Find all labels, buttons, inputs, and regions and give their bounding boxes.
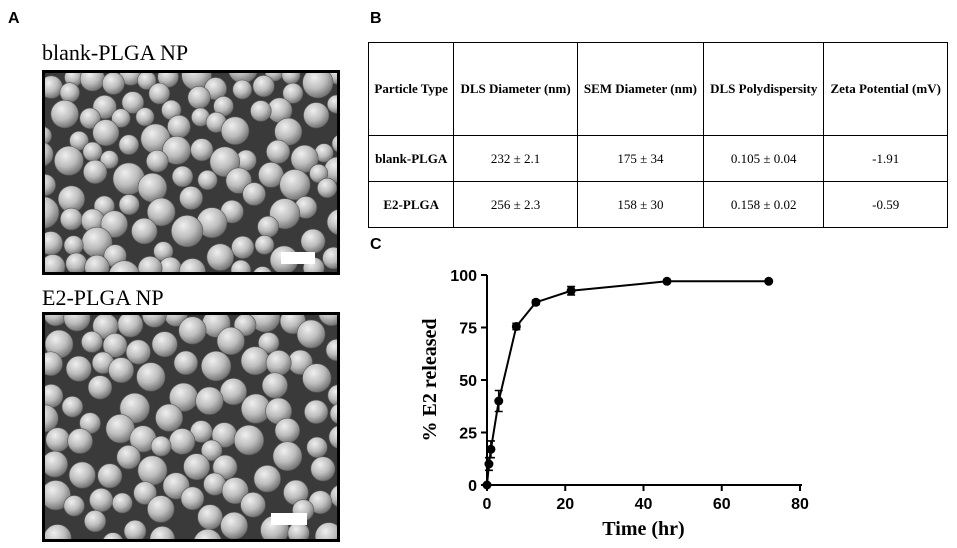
particle-properties-table: Particle Type DLS Diameter (nm) SEM Diam…: [367, 42, 948, 228]
chart-marks: [482, 276, 774, 490]
data-point: [482, 480, 492, 490]
e2-plga-image-label: E2-PLGA NP: [42, 285, 164, 310]
panel-letter-a: A: [8, 10, 20, 27]
table-cell: 0.105 ± 0.04: [703, 135, 825, 182]
table-header-row: Particle Type DLS Diameter (nm) SEM Diam…: [367, 42, 948, 136]
header-dls-polydispersity: DLS Polydispersity: [703, 42, 825, 136]
y-tick-label: 0: [468, 478, 477, 495]
x-tick-label: 80: [791, 496, 809, 513]
y-tick-label: 100: [450, 268, 477, 285]
blank-plga-sem-drawing: [45, 73, 337, 272]
header-sem-diameter: SEM Diameter (nm): [576, 42, 705, 136]
blank-plga-sem-image: [42, 70, 340, 275]
panel-letter-b: B: [370, 10, 382, 27]
x-tick-label: 40: [635, 496, 653, 513]
x-tick-label: 20: [556, 496, 574, 513]
blank-plga-image-label: blank-PLGA NP: [42, 40, 189, 65]
x-tick-label: 60: [713, 496, 731, 513]
header-particle-type: Particle Type: [367, 42, 455, 136]
data-point: [484, 459, 494, 469]
table-cell: -1.91: [823, 135, 948, 182]
e2-plga-sem-image: [42, 312, 340, 542]
table-cell: 175 ± 34: [576, 135, 705, 182]
e2-release-chart: 0 25 50 75 100 0 20 40 60 80 Time (hr) % E2 relea…: [419, 268, 809, 540]
data-point: [494, 396, 504, 406]
data-point: [531, 297, 541, 307]
y-tick-label: 75: [459, 321, 477, 338]
data-point: [764, 276, 774, 286]
data-point: [486, 444, 496, 454]
data-point: [511, 321, 521, 331]
y-axis-label: % E2 released: [419, 319, 441, 442]
table-cell: blank-PLGA: [367, 135, 455, 182]
table-cell: E2-PLGA: [367, 181, 455, 228]
e2-plga-sem-drawing: [45, 315, 337, 539]
scale-bar: [281, 252, 315, 264]
y-tick-label: 25: [459, 426, 477, 443]
panel-letter-c: C: [370, 236, 382, 253]
table-cell: 158 ± 30: [576, 181, 705, 228]
y-tick-label: 50: [459, 373, 477, 390]
table-cell: -0.59: [823, 181, 948, 228]
chart-axes: 0 25 50 75 100 0 20 40 60 80: [450, 268, 809, 513]
table-cell: 0.158 ± 0.02: [703, 181, 825, 228]
release-curve-line: [486, 280, 769, 486]
x-tick-label: 0: [483, 496, 492, 513]
table-row: E2-PLGA 256 ± 2.3 158 ± 30 0.158 ± 0.02 …: [367, 181, 948, 228]
scale-bar: [271, 513, 307, 525]
header-zeta-potential: Zeta Potential (mV): [823, 42, 948, 136]
header-dls-diameter: DLS Diameter (nm): [453, 42, 578, 136]
x-axis-label: Time (hr): [602, 518, 684, 540]
table-cell: 232 ± 2.1: [453, 135, 578, 182]
data-point: [566, 286, 576, 296]
data-point: [662, 276, 672, 286]
table-cell: 256 ± 2.3: [453, 181, 578, 228]
table-row: blank-PLGA 232 ± 2.1 175 ± 34 0.105 ± 0.…: [367, 135, 948, 182]
